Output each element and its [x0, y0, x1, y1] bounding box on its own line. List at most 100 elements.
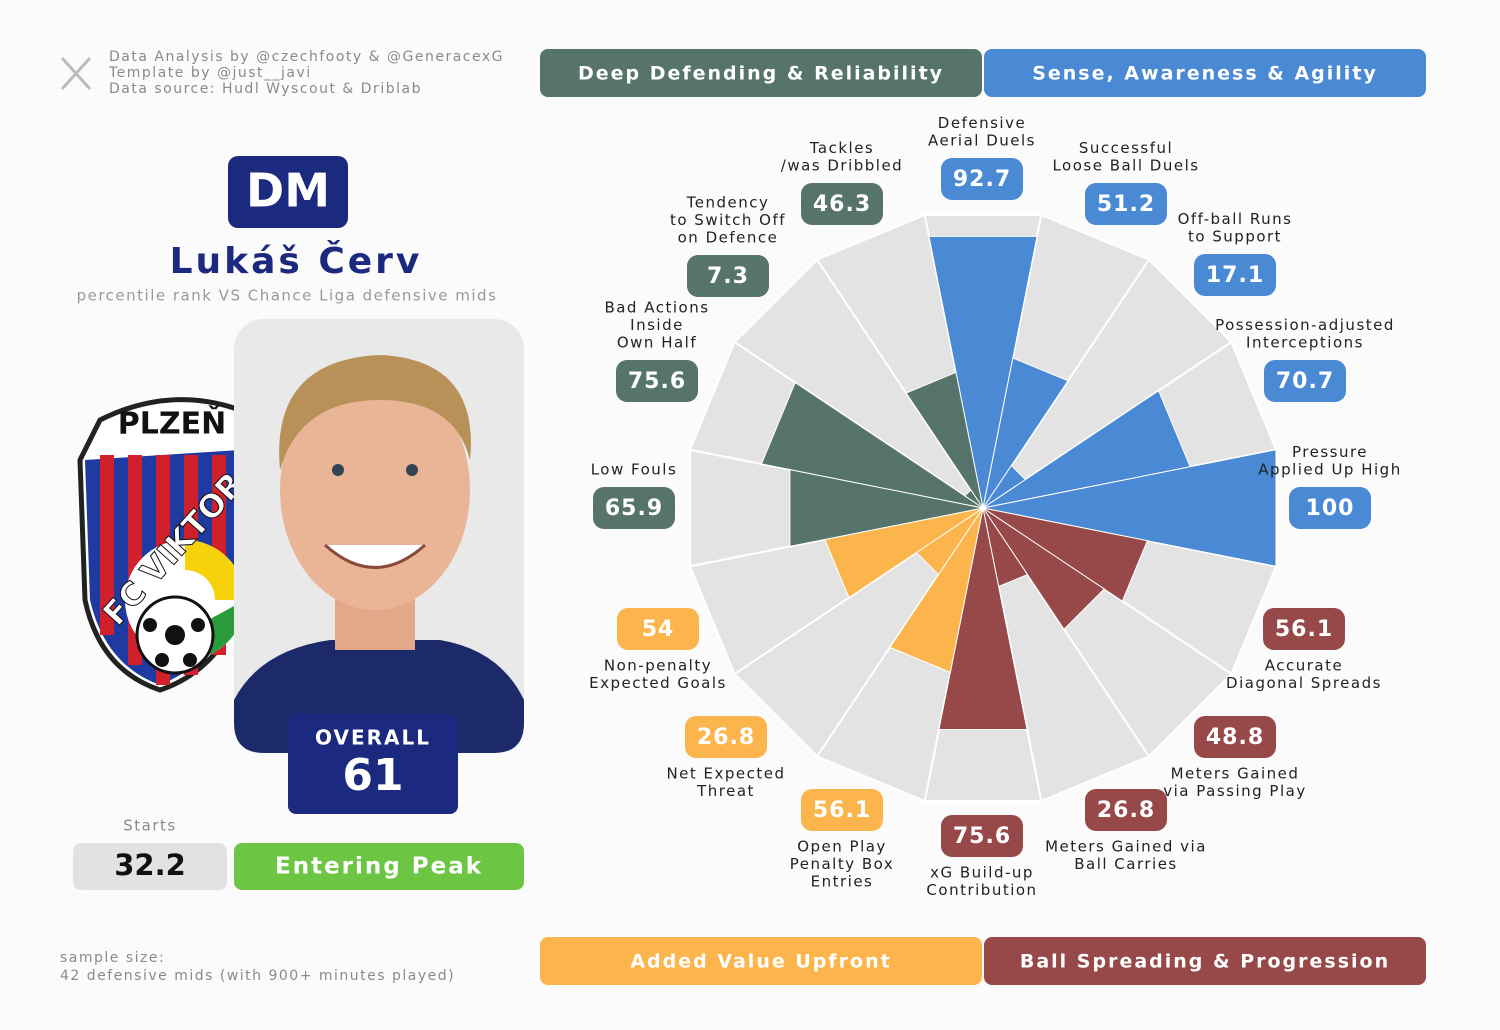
- value-pill: [1085, 789, 1167, 831]
- group-header-label: Sense, Awareness & Agility: [1032, 63, 1378, 85]
- metric-label: Diagonal Spreads: [1226, 674, 1382, 692]
- group-header-label: Ball Spreading & Progression: [1020, 951, 1390, 973]
- value-pill: [1085, 183, 1167, 225]
- club-logo: PLZEŇ FC VIKTOR: [77, 397, 234, 693]
- group-header: [540, 937, 982, 985]
- value-pill: [616, 360, 698, 402]
- x-logo: [60, 56, 92, 91]
- starts-box: [73, 843, 227, 890]
- value-label: 17.1: [1206, 263, 1264, 288]
- value-pill: [801, 183, 883, 225]
- value-label: 65.9: [605, 496, 663, 521]
- value-pill: [801, 789, 883, 831]
- metric-label: Inside: [630, 316, 684, 334]
- overall-label: OVERALL: [315, 726, 431, 750]
- group-header: [984, 49, 1426, 97]
- value-pill: [1194, 716, 1276, 758]
- value-label: 7.3: [707, 264, 749, 289]
- metric-label: Threat: [696, 782, 755, 800]
- metric-label: xG Build-up: [930, 864, 1034, 882]
- credit: Data source: Hudl Wyscout & Driblab: [109, 81, 422, 97]
- group-header-label: Added Value Upfront: [630, 951, 891, 973]
- value-pill: [687, 255, 769, 297]
- value-pill: [593, 487, 675, 529]
- sample-size: sample size:: [60, 950, 165, 966]
- metric-label: Penalty Box: [790, 855, 895, 873]
- overall-value: 61: [342, 750, 403, 801]
- value-pill: [1289, 487, 1371, 529]
- player-name: Lukáš Červ: [170, 240, 423, 282]
- credit: Data Analysis by @czechfooty & @Generace…: [109, 49, 504, 65]
- value-label: 56.1: [1275, 617, 1333, 642]
- group-header: [984, 937, 1426, 985]
- value-label: 26.8: [697, 725, 755, 750]
- metric-label: Open Play: [797, 838, 887, 856]
- metric-label: Own Half: [617, 334, 697, 352]
- metric-label: /was Dribbled: [781, 157, 903, 175]
- metric-label: Successful: [1079, 139, 1173, 157]
- sample-size: 42 defensive mids (with 900+ minutes pla…: [60, 968, 455, 984]
- metric-label: Interceptions: [1246, 334, 1364, 352]
- metric-label: Aerial Duels: [928, 132, 1036, 150]
- credit: Template by @just__javi: [108, 65, 312, 81]
- metric-label: on Defence: [678, 229, 779, 247]
- value-pill: [617, 608, 699, 650]
- group-header-label: Deep Defending & Reliability: [578, 63, 944, 85]
- wedge: [982, 357, 1069, 509]
- phase-box: [234, 843, 524, 890]
- metric-label: Defensive: [938, 114, 1026, 132]
- metric-label: Expected Goals: [589, 674, 727, 692]
- metric-label: Net Expected: [666, 765, 785, 783]
- metric-label: Meters Gained: [1171, 765, 1300, 783]
- metric-label: Off-ball Runs: [1178, 210, 1293, 228]
- metric-label: Accurate: [1265, 657, 1343, 675]
- value-label: 56.1: [813, 798, 871, 823]
- value-label: 46.3: [813, 192, 871, 217]
- position-box: [228, 156, 348, 228]
- metric-label: Applied Up High: [1258, 461, 1401, 479]
- value-pill: [685, 716, 767, 758]
- value-pill: [1264, 360, 1346, 402]
- metric-label: Meters Gained via: [1045, 838, 1207, 856]
- metric-label: Contribution: [926, 881, 1037, 899]
- value-label: 51.2: [1097, 192, 1155, 217]
- center: [980, 505, 986, 511]
- metric-label: to Switch Off: [670, 211, 786, 229]
- metric-label: Ball Carries: [1074, 855, 1178, 873]
- value-label: 75.6: [628, 369, 686, 394]
- metric-label: Tendency: [686, 194, 770, 212]
- metric-label: Loose Ball Duels: [1052, 157, 1199, 175]
- metric-label: Possession-adjusted: [1215, 316, 1395, 334]
- metric-label: Non-penalty: [604, 657, 712, 675]
- wedge: [889, 507, 984, 674]
- metric-label: Entries: [811, 873, 874, 891]
- metric-label: Low Fouls: [591, 461, 678, 479]
- player-photo: [234, 319, 524, 753]
- subtitle: percentile rank VS Chance Liga defensive…: [77, 287, 498, 305]
- value-label: 54: [642, 617, 675, 642]
- wedge: [905, 371, 984, 509]
- value-label: 75.6: [953, 824, 1011, 849]
- value-pill: [941, 815, 1023, 857]
- starts-label: Starts: [123, 817, 176, 835]
- overall-box: [288, 714, 458, 814]
- metric-label: via Passing Play: [1163, 782, 1306, 800]
- value-pill: [941, 158, 1023, 200]
- metric-label: to Support: [1188, 228, 1282, 246]
- value-label: 70.7: [1276, 369, 1334, 394]
- metric-label: Pressure: [1292, 443, 1368, 461]
- metric-label: Bad Actions: [604, 299, 709, 317]
- position: DM: [246, 164, 330, 218]
- logo-text: PLZEŇ: [118, 406, 226, 442]
- group-header: [540, 49, 982, 97]
- value-label: 92.7: [953, 167, 1011, 192]
- phase: Entering Peak: [275, 854, 483, 880]
- starts-value: 32.2: [114, 848, 186, 882]
- value-pill: [1263, 608, 1345, 650]
- value-label: 48.8: [1206, 725, 1264, 750]
- value-label: 100: [1306, 496, 1355, 521]
- value-label: 26.8: [1097, 798, 1155, 823]
- value-pill: [1194, 254, 1276, 296]
- wedge: [760, 381, 984, 509]
